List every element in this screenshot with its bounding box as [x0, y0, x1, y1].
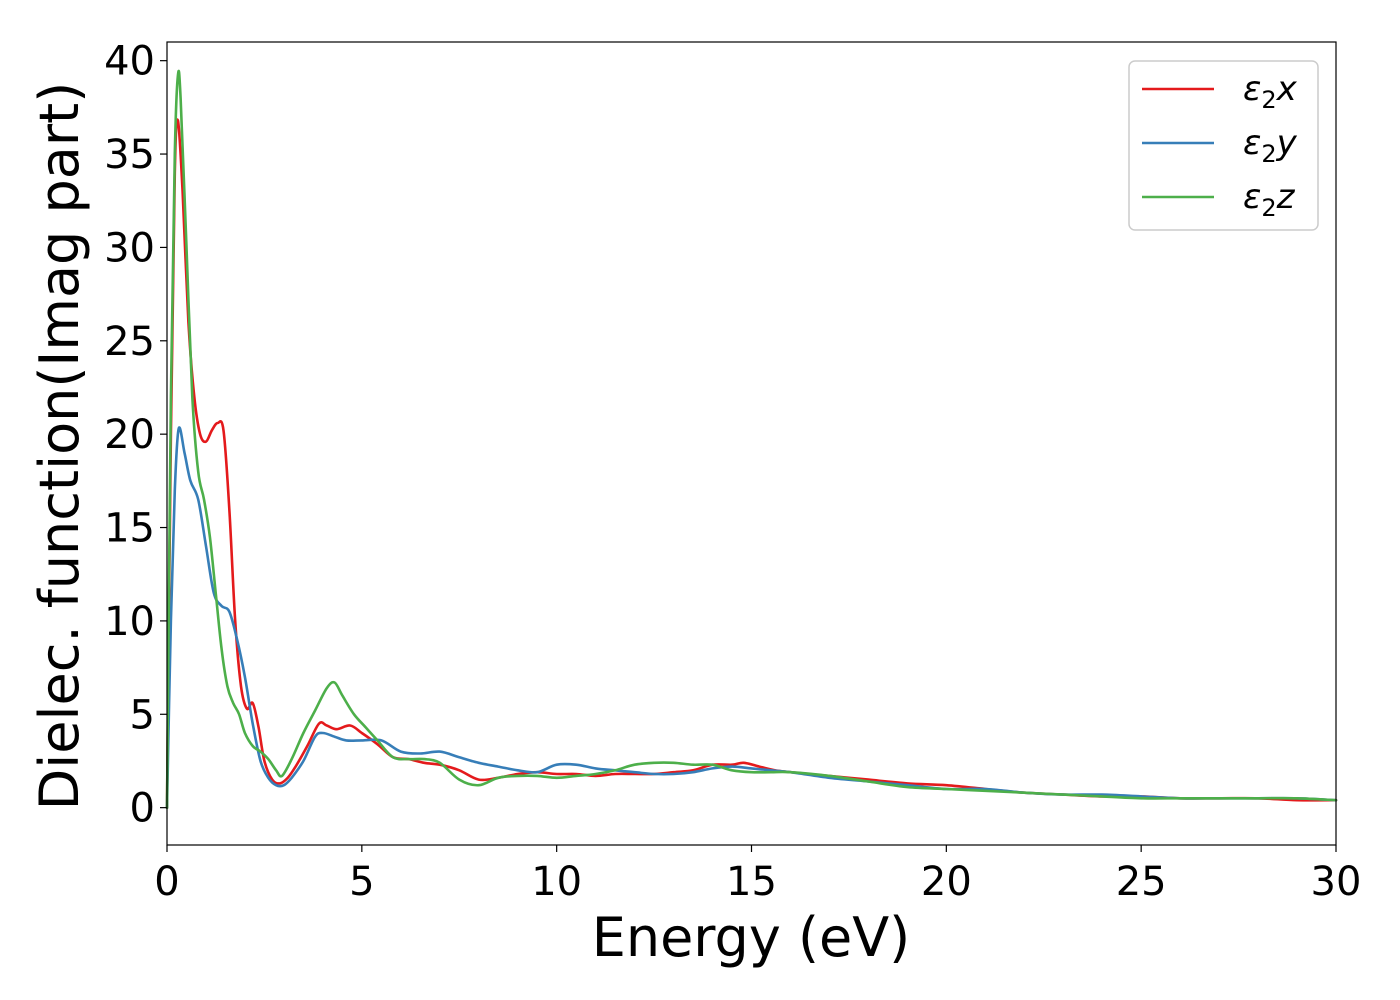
legend-box: [1128, 60, 1319, 231]
y-tick-label: 40: [104, 39, 155, 85]
series-line-x: [165, 118, 1338, 809]
legend-label-y: ε2y: [1243, 123, 1298, 168]
x-tick-label: 30: [1311, 859, 1362, 905]
series-line-z: [165, 69, 1338, 809]
series-layer: [165, 69, 1338, 809]
x-axis-title: Energy (eV): [592, 906, 911, 969]
legend-label-x: ε2x: [1243, 69, 1298, 114]
x-tick-label: 5: [349, 859, 374, 905]
y-tick-label: 15: [104, 506, 155, 552]
y-tick-label: 10: [104, 599, 155, 645]
y-tick-label: 0: [130, 786, 155, 832]
y-tick-label: 20: [104, 412, 155, 458]
x-tick-label: 25: [1116, 859, 1167, 905]
y-axis-title: Dielec. function(Imag part): [28, 82, 91, 811]
y-tick-label: 5: [130, 692, 155, 738]
x-axis: 0 5 10 15 20 25 30: [154, 845, 1361, 905]
y-tick-label: 35: [104, 132, 155, 178]
legend-label-z: ε2z: [1243, 177, 1296, 222]
x-tick-label: 15: [726, 859, 777, 905]
y-tick-label: 25: [104, 319, 155, 365]
legend: ε2x ε2y ε2z: [1128, 60, 1319, 231]
x-tick-label: 10: [531, 859, 582, 905]
y-axis: 0 5 10 15 20 25 30 35 40: [104, 39, 167, 832]
x-tick-label: 20: [921, 859, 972, 905]
x-tick-label: 0: [154, 859, 179, 905]
y-tick-label: 30: [104, 225, 155, 271]
